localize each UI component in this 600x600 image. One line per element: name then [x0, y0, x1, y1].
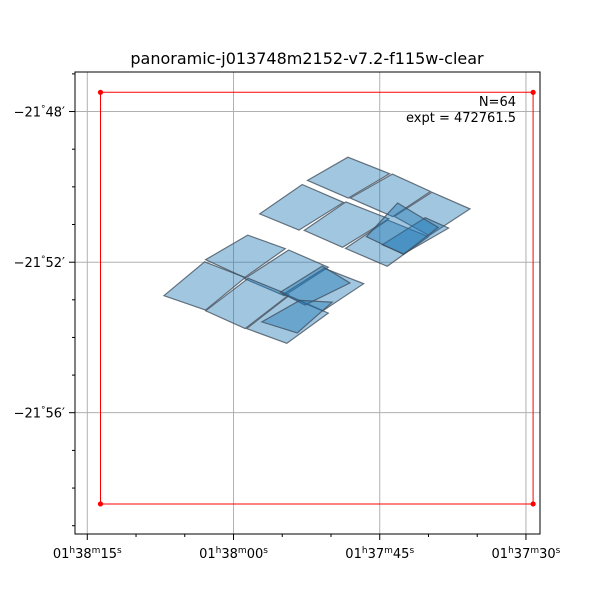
exposure-tile: [204, 277, 291, 330]
footprint-boundary: [97, 89, 536, 507]
boundary-vertex: [97, 501, 104, 507]
exposure-tile: [243, 249, 330, 297]
exposure-tile: [365, 202, 440, 256]
chart-title: panoramic-j013748m2152-v7.2-f115w-clear: [130, 49, 484, 68]
annotation-exposure-time: expt = 472761.5: [406, 111, 516, 126]
exposure-tile: [279, 265, 352, 306]
y-tick-label: −21°56′: [14, 406, 65, 422]
exposure-tile: [306, 156, 391, 199]
annotation-box: N=64 expt = 472761.5: [406, 95, 516, 126]
x-axis-ticks: 01h38m15s 01h38m00s 01h37m45s 01h37m30s: [53, 534, 561, 562]
y-tick-label: −21°52′: [14, 255, 65, 271]
y-tick-label: −21°48′: [14, 105, 65, 121]
x-tick-label: 01h38m15s: [53, 546, 122, 562]
boundary-vertex: [530, 89, 536, 95]
boundary-vertex: [530, 501, 536, 507]
exposure-tile: [204, 234, 287, 279]
grid-lines: [75, 72, 540, 534]
x-tick-label: 01h37m45s: [345, 546, 414, 562]
y-axis-ticks: −21°48′ −21°52′ −21°56′: [14, 73, 75, 527]
exposure-tile: [348, 173, 432, 218]
x-tick-label: 01h37m30s: [492, 546, 561, 562]
exposure-tile: [302, 201, 391, 248]
plot-frame: [74, 71, 541, 535]
exposure-tile: [258, 183, 345, 231]
exposure-tile: [260, 299, 334, 334]
exposure-tile: [245, 295, 330, 344]
exposure-tiles: [162, 156, 472, 344]
boundary-vertex: [97, 89, 104, 95]
annotation-count: N=64: [479, 95, 516, 110]
x-tick-label: 01h38m00s: [199, 546, 268, 562]
